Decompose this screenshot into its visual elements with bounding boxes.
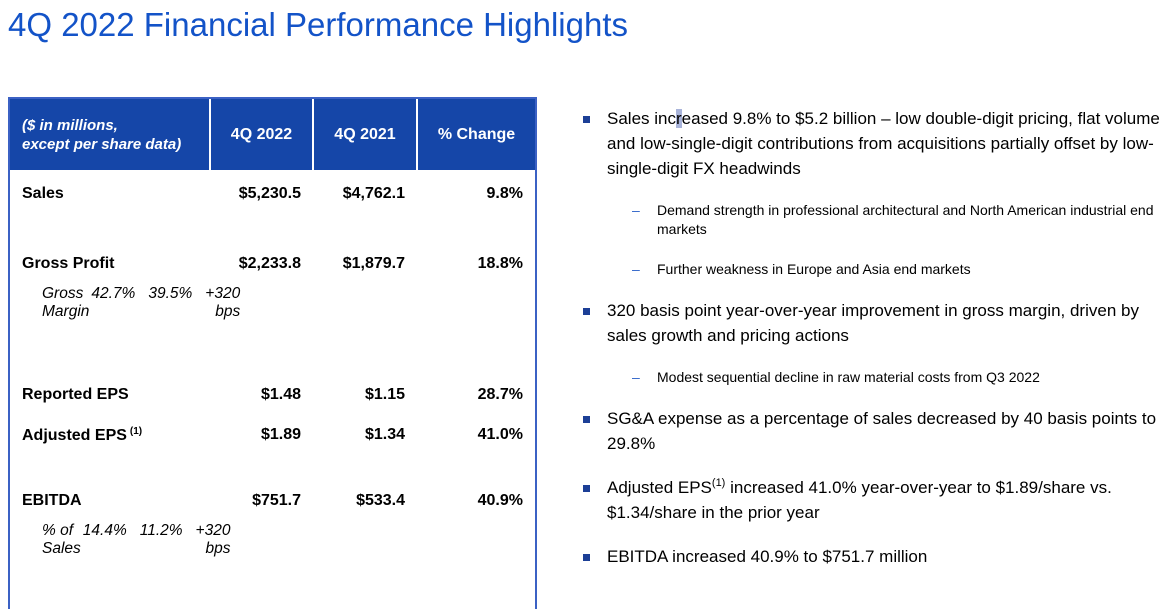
page-title: 4Q 2022 Financial Performance Highlights <box>8 6 628 43</box>
highlight-group: SG&A expense as a percentage of sales de… <box>583 406 1167 456</box>
cell-value: 9.8% <box>486 185 523 202</box>
cell-value: $4,762.1 <box>342 185 405 202</box>
highlight-text: SG&A expense as a percentage of sales de… <box>607 406 1167 456</box>
cell-value: 18.8% <box>477 255 523 272</box>
table-row: % of Sales 14.4% 11.2% +320 bps <box>10 521 230 557</box>
text-segment: EBITDA increased 40.9% to $751.7 million <box>607 547 928 566</box>
table-spacer-row <box>10 572 535 609</box>
row-label: EBITDA <box>22 492 82 509</box>
table-row: EBITDA $751.7 $533.4 40.9% <box>10 481 535 521</box>
highlight-text: 320 basis point year-over-year improveme… <box>607 298 1167 348</box>
row-label: % of Sales <box>42 522 81 557</box>
cell-value: $2,233.8 <box>238 255 301 272</box>
cell-value: $1.34 <box>364 426 405 443</box>
sub-highlight-text: Demand strength in professional architec… <box>657 202 1154 237</box>
table-row: Gross Margin 42.7% 39.5% +320 bps <box>10 284 240 320</box>
cell-value: 14.4% <box>82 522 127 539</box>
dash-bullet-icon: – <box>632 261 640 277</box>
sub-highlight-text: Modest sequential decline in raw materia… <box>657 369 1040 385</box>
table-row: Gross Profit $2,233.8 $1,879.7 18.8% <box>10 244 535 284</box>
cell-value: $1.15 <box>364 386 405 403</box>
column-header-4q2022: 4Q 2022 <box>209 99 313 170</box>
cell-value: $533.4 <box>356 492 405 509</box>
cell-value: 28.7% <box>477 386 523 403</box>
square-bullet-icon <box>583 308 590 315</box>
column-header-change: % Change <box>416 99 535 170</box>
cell-value: 40.9% <box>477 492 523 509</box>
sub-highlights: – Modest sequential decline in raw materi… <box>583 368 1167 387</box>
cell-value: $751.7 <box>252 492 301 509</box>
footnote-marker: (1) <box>129 425 143 437</box>
table-spacer-row <box>10 455 535 481</box>
highlight-group: EBITDA increased 40.9% to $751.7 million <box>583 544 1167 569</box>
square-bullet-icon <box>583 116 590 123</box>
text-segment: eased 9.8% to $5.2 billion – low double-… <box>607 109 1160 178</box>
highlight-group: Adjusted EPS(1) increased 41.0% year-ove… <box>583 475 1167 525</box>
sub-highlight-text: Further weakness in Europe and Asia end … <box>657 261 971 277</box>
highlight-item: SG&A expense as a percentage of sales de… <box>583 406 1167 456</box>
financial-table-body: Sales $5,230.5 $4,762.1 9.8% Gross Profit $2,… <box>10 170 535 609</box>
text-segment: Adjusted EPS <box>607 478 712 497</box>
row-label: Gross Profit <box>22 255 115 272</box>
column-header-4q2021: 4Q 2021 <box>312 99 417 170</box>
dash-bullet-icon: – <box>632 202 640 218</box>
table-header-row: ($ in millions, except per share data) 4… <box>10 99 535 170</box>
row-label: Adjusted EPS (1) <box>22 425 143 444</box>
row-label: Reported EPS <box>22 386 129 403</box>
cell-value: 39.5% <box>148 285 193 302</box>
table-row: Reported EPS $1.48 $1.15 28.7% <box>10 375 535 415</box>
highlight-item: Sales increased 9.8% to $5.2 billion – l… <box>583 106 1167 181</box>
row-label: Gross Margin <box>42 285 90 320</box>
cell-value: 11.2% <box>139 522 183 539</box>
text-segment: increased 41.0% year-over-year to $1.89/… <box>607 478 1112 522</box>
sub-highlights: – Demand strength in professional archite… <box>583 201 1167 279</box>
text-segment: SG&A expense as a percentage of sales de… <box>607 409 1157 453</box>
spacer-cell <box>10 335 535 375</box>
table-row: Adjusted EPS (1) $1.89 $1.34 41.0% <box>10 415 535 455</box>
cell-value: $1,879.7 <box>342 255 405 272</box>
highlight-group: 320 basis point year-over-year improveme… <box>583 298 1167 387</box>
highlight-text: Adjusted EPS(1) increased 41.0% year-ove… <box>607 475 1167 525</box>
financial-table: ($ in millions, except per share data) 4… <box>8 97 537 609</box>
table-spacer-row <box>10 218 535 244</box>
text-segment: 320 basis point year-over-year improveme… <box>607 301 1139 345</box>
highlights-list: Sales increased 9.8% to $5.2 billion – l… <box>583 106 1167 588</box>
table-header: ($ in millions, except per share data) 4… <box>10 99 535 170</box>
text-segment: Sales inc <box>607 109 676 128</box>
square-bullet-icon <box>583 554 590 561</box>
dash-bullet-icon: – <box>632 369 640 385</box>
highlight-item: Adjusted EPS(1) increased 41.0% year-ove… <box>583 475 1167 525</box>
highlight-text: EBITDA increased 40.9% to $751.7 million <box>607 544 927 569</box>
table-row: Sales $5,230.5 $4,762.1 9.8% <box>10 170 535 218</box>
cell-value: 41.0% <box>477 426 523 443</box>
text-cursor: r <box>675 109 682 128</box>
highlight-item: EBITDA increased 40.9% to $751.7 million <box>583 544 1167 569</box>
table-spacer-row <box>10 335 535 375</box>
cell-value: 42.7% <box>91 285 136 302</box>
cell-value: +320 bps <box>195 522 231 557</box>
sub-highlight-item: – Demand strength in professional archite… <box>632 201 1167 239</box>
spacer-cell <box>10 218 535 244</box>
footnote-marker: (1) <box>711 477 726 489</box>
row-label: Sales <box>22 185 64 202</box>
highlight-item: 320 basis point year-over-year improveme… <box>583 298 1167 348</box>
cell-value: $5,230.5 <box>238 185 301 202</box>
spacer-cell <box>10 455 535 481</box>
units-note: ($ in millions, except per share data) <box>10 99 210 170</box>
cell-value: +320 bps <box>205 285 241 320</box>
square-bullet-icon <box>583 485 590 492</box>
cell-value: $1.89 <box>260 426 301 443</box>
highlight-text: Sales increased 9.8% to $5.2 billion – l… <box>607 106 1167 181</box>
sub-highlight-item: – Further weakness in Europe and Asia end… <box>632 260 1167 279</box>
cell-value: $1.48 <box>260 386 301 403</box>
sub-highlight-item: – Modest sequential decline in raw materi… <box>632 368 1167 387</box>
spacer-cell <box>10 572 535 609</box>
highlight-group: Sales increased 9.8% to $5.2 billion – l… <box>583 106 1167 279</box>
square-bullet-icon <box>583 416 590 423</box>
